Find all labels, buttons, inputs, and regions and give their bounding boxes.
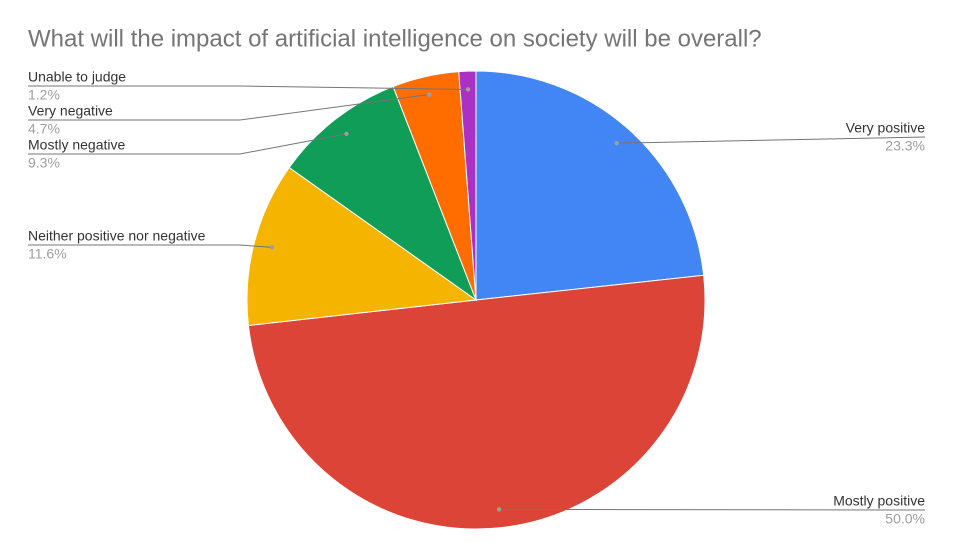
slice-label: Very negative [28, 103, 113, 119]
chart-title: What will the impact of artificial intel… [28, 25, 762, 52]
pie-slice [458, 70, 477, 301]
slice-label: Unable to judge [28, 69, 126, 85]
leader-dot [465, 87, 471, 92]
slice-value: 4.7% [28, 121, 60, 137]
slice-label: Very positive [846, 120, 926, 136]
leader-line [28, 133, 347, 155]
leader-line [28, 94, 430, 121]
slice-value: 11.6% [28, 246, 67, 262]
leader-dot [496, 507, 502, 512]
leader-dot [344, 131, 349, 137]
slice-value: 1.2% [28, 87, 60, 103]
slice-label: Mostly negative [28, 137, 125, 153]
leader-line [616, 136, 926, 144]
leader-line [499, 508, 926, 511]
pie-slice [247, 274, 706, 530]
slice-value: 9.3% [28, 155, 60, 171]
pie-slice [246, 166, 478, 327]
slice-value: 50.0% [885, 511, 925, 527]
slice-label: Mostly positive [833, 493, 925, 509]
leader-dot [614, 140, 619, 146]
leader-dot [427, 92, 432, 97]
leader-line [28, 244, 273, 248]
slice-label: Neither positive nor negative [28, 228, 206, 244]
pie-slice [475, 70, 705, 301]
leader-dot [269, 245, 275, 250]
pie-slice [288, 85, 478, 302]
slice-value: 23.3% [885, 138, 925, 154]
leader-line [28, 85, 469, 90]
